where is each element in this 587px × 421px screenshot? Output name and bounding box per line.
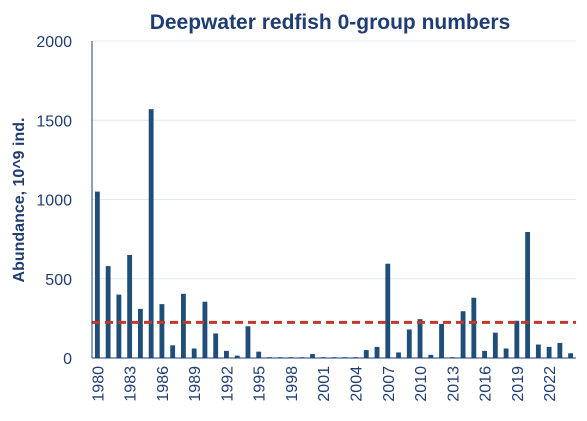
bar-1982 — [116, 294, 122, 358]
bar-2007 — [385, 263, 391, 358]
bar-1984 — [137, 308, 143, 358]
bar-1993 — [234, 355, 240, 358]
bar-1994 — [245, 326, 251, 358]
y-axis-label: Abundance, 10^9 ind. — [11, 118, 28, 283]
x-tick-label: 1998 — [284, 366, 301, 402]
bar-2016 — [482, 350, 487, 358]
x-tick-label: 1989 — [187, 366, 204, 402]
y-tick-label: 0 — [63, 351, 72, 368]
bar-2021 — [535, 344, 541, 358]
bar-2005 — [363, 350, 369, 358]
axes: 0 500 1000 1500 2000 1980 1983 1986 1989 1992 1995… — [36, 34, 576, 402]
x-tick-label: 2001 — [316, 366, 333, 402]
grid-lines — [92, 40, 576, 280]
bar-2017 — [492, 332, 498, 358]
bar-2015 — [471, 297, 477, 358]
x-tick-label: 2010 — [413, 366, 430, 402]
x-tick-label: 1992 — [219, 366, 236, 402]
x-tick-label: 1995 — [252, 366, 269, 402]
bar-2023 — [557, 342, 563, 358]
bar-2018 — [503, 348, 509, 358]
bar-2008 — [396, 352, 401, 358]
x-tick-label: 1980 — [90, 366, 107, 402]
bar-1995 — [256, 351, 262, 358]
x-tick-label: 1986 — [155, 366, 172, 402]
bar-2022 — [546, 346, 552, 358]
bar-1980 — [94, 191, 100, 358]
bar-1985 — [148, 109, 154, 358]
bar-2012 — [439, 323, 444, 358]
y-tick-label: 2000 — [36, 34, 72, 51]
x-tick-label: 2004 — [349, 366, 366, 402]
y-tick-label: 1500 — [36, 113, 72, 130]
bar-1992 — [224, 350, 229, 358]
x-tick-label: 2013 — [445, 366, 462, 402]
bar-2006 — [374, 346, 380, 358]
bar-2010 — [417, 319, 423, 358]
bar-1991 — [213, 333, 219, 358]
bar-2020 — [525, 231, 531, 358]
y-tick-label: 500 — [45, 272, 72, 289]
bar-1983 — [127, 254, 133, 358]
bar-1988 — [181, 293, 186, 358]
bar-2011 — [428, 354, 434, 358]
bar-1989 — [191, 348, 197, 358]
bar-2019 — [514, 320, 520, 358]
bar-2000 — [310, 354, 315, 358]
bar-1987 — [170, 345, 176, 358]
x-tick-label: 2007 — [381, 366, 398, 402]
bar-1990 — [202, 301, 208, 358]
x-tick-label: 2022 — [542, 366, 559, 402]
chart-title: Deepwater redfish 0-group numbers — [150, 11, 511, 34]
bar-2009 — [406, 329, 412, 358]
x-tick-label: 1983 — [123, 366, 140, 402]
y-tick-label: 1000 — [36, 193, 72, 210]
x-tick-label: 2019 — [510, 366, 527, 402]
bars — [94, 109, 574, 358]
bar-2024 — [568, 353, 574, 358]
bar-2014 — [460, 311, 466, 358]
bar-1981 — [105, 266, 111, 358]
x-tick-label: 2016 — [478, 366, 495, 402]
bar-1986 — [159, 304, 165, 358]
